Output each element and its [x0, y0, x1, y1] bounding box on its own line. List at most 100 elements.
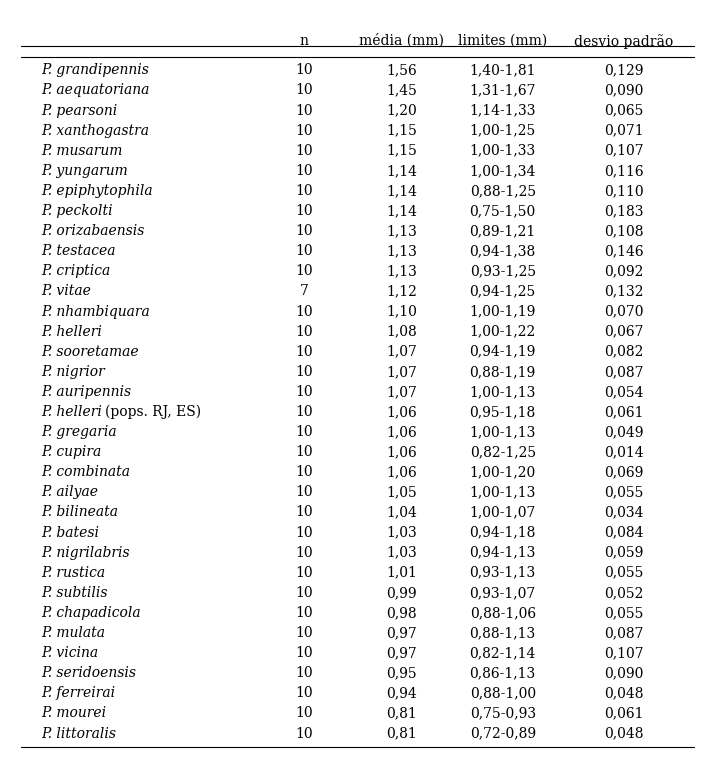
Text: P. helleri: P. helleri — [42, 405, 102, 419]
Text: 0,75-1,50: 0,75-1,50 — [470, 204, 536, 218]
Text: 10: 10 — [295, 345, 313, 359]
Text: 0,092: 0,092 — [604, 264, 644, 278]
Text: 0,88-1,19: 0,88-1,19 — [470, 364, 536, 379]
Text: 0,070: 0,070 — [604, 305, 644, 319]
Text: 10: 10 — [295, 184, 313, 198]
Text: 1,00-1,13: 1,00-1,13 — [470, 385, 536, 399]
Text: 0,129: 0,129 — [604, 63, 644, 77]
Text: 1,14: 1,14 — [386, 204, 417, 218]
Text: 10: 10 — [295, 465, 313, 479]
Text: 1,07: 1,07 — [387, 345, 417, 359]
Text: 0,082: 0,082 — [604, 345, 644, 359]
Text: P. aequatoriana: P. aequatoriana — [42, 83, 150, 98]
Text: 1,00-1,19: 1,00-1,19 — [470, 305, 536, 319]
Text: 1,08: 1,08 — [387, 325, 417, 338]
Text: 0,93-1,25: 0,93-1,25 — [470, 264, 536, 278]
Text: 0,061: 0,061 — [604, 405, 644, 419]
Text: 0,93-1,07: 0,93-1,07 — [470, 586, 536, 600]
Text: 1,00-1,13: 1,00-1,13 — [470, 485, 536, 500]
Text: 1,12: 1,12 — [387, 284, 417, 299]
Text: 0,049: 0,049 — [604, 425, 644, 439]
Text: P. peckolti: P. peckolti — [42, 204, 113, 218]
Text: 0,146: 0,146 — [604, 244, 644, 258]
Text: 0,82-1,14: 0,82-1,14 — [470, 646, 536, 660]
Text: 0,087: 0,087 — [604, 626, 644, 640]
Text: 10: 10 — [295, 385, 313, 399]
Text: 10: 10 — [295, 325, 313, 338]
Text: 0,055: 0,055 — [604, 485, 644, 500]
Text: 10: 10 — [295, 364, 313, 379]
Text: 0,82-1,25: 0,82-1,25 — [470, 445, 536, 459]
Text: P. nhambiquara: P. nhambiquara — [42, 305, 150, 319]
Text: P. auripennis: P. auripennis — [42, 385, 132, 399]
Text: (pops. RJ, ES): (pops. RJ, ES) — [105, 405, 200, 419]
Text: 1,00-1,20: 1,00-1,20 — [470, 465, 536, 479]
Text: P. littoralis: P. littoralis — [42, 727, 117, 740]
Text: 10: 10 — [295, 204, 313, 218]
Text: 1,13: 1,13 — [387, 224, 417, 238]
Text: 0,95: 0,95 — [387, 666, 417, 680]
Text: P. gregaria: P. gregaria — [42, 425, 117, 439]
Text: 0,052: 0,052 — [604, 586, 644, 600]
Text: 1,03: 1,03 — [387, 545, 417, 560]
Text: 10: 10 — [295, 163, 313, 178]
Text: P. ailyae: P. ailyae — [42, 485, 99, 500]
Text: 1,06: 1,06 — [387, 425, 417, 439]
Text: 0,110: 0,110 — [604, 184, 644, 198]
Text: P. nigrilabris: P. nigrilabris — [42, 545, 130, 560]
Text: P. ferreirai: P. ferreirai — [42, 686, 116, 701]
Text: 0,055: 0,055 — [604, 566, 644, 580]
Text: 0,014: 0,014 — [604, 445, 644, 459]
Text: 10: 10 — [295, 727, 313, 740]
Text: 0,88-1,13: 0,88-1,13 — [470, 626, 536, 640]
Text: 10: 10 — [295, 646, 313, 660]
Text: P. batesi: P. batesi — [42, 526, 100, 539]
Text: n: n — [300, 34, 309, 48]
Text: 0,72-0,89: 0,72-0,89 — [470, 727, 536, 740]
Text: 0,81: 0,81 — [387, 707, 417, 720]
Text: 10: 10 — [295, 244, 313, 258]
Text: 1,07: 1,07 — [387, 385, 417, 399]
Text: P. vicina: P. vicina — [42, 646, 99, 660]
Text: 10: 10 — [295, 104, 313, 118]
Text: 0,055: 0,055 — [604, 606, 644, 620]
Text: P. yungarum: P. yungarum — [42, 163, 128, 178]
Text: 10: 10 — [295, 686, 313, 701]
Text: 1,06: 1,06 — [387, 445, 417, 459]
Text: P. criptica: P. criptica — [42, 264, 111, 278]
Text: 10: 10 — [295, 63, 313, 77]
Text: 0,95-1,18: 0,95-1,18 — [470, 405, 536, 419]
Text: 1,00-1,25: 1,00-1,25 — [470, 124, 536, 138]
Text: P. cupira: P. cupira — [42, 445, 102, 459]
Text: 0,048: 0,048 — [604, 727, 644, 740]
Text: 1,56: 1,56 — [387, 63, 417, 77]
Text: 10: 10 — [295, 606, 313, 620]
Text: P. nigrior: P. nigrior — [42, 364, 105, 379]
Text: 10: 10 — [295, 586, 313, 600]
Text: desvio padrão: desvio padrão — [574, 34, 674, 49]
Text: P. orizabaensis: P. orizabaensis — [42, 224, 145, 238]
Text: 10: 10 — [295, 144, 313, 157]
Text: 0,108: 0,108 — [604, 224, 644, 238]
Text: 0,183: 0,183 — [604, 204, 644, 218]
Text: P. mourei: P. mourei — [42, 707, 107, 720]
Text: P. subtilis: P. subtilis — [42, 586, 108, 600]
Text: 0,116: 0,116 — [604, 163, 644, 178]
Text: 10: 10 — [295, 425, 313, 439]
Text: 1,06: 1,06 — [387, 465, 417, 479]
Text: P. helleri: P. helleri — [42, 325, 102, 338]
Text: P. musarum: P. musarum — [42, 144, 123, 157]
Text: 0,75-0,93: 0,75-0,93 — [470, 707, 536, 720]
Text: 1,40-1,81: 1,40-1,81 — [470, 63, 536, 77]
Text: 0,054: 0,054 — [604, 385, 644, 399]
Text: P. xanthogastra: P. xanthogastra — [42, 124, 150, 138]
Text: 10: 10 — [295, 545, 313, 560]
Text: 1,06: 1,06 — [387, 405, 417, 419]
Text: 10: 10 — [295, 566, 313, 580]
Text: P. sooretamae: P. sooretamae — [42, 345, 140, 359]
Text: 0,090: 0,090 — [604, 83, 644, 98]
Text: 1,07: 1,07 — [387, 364, 417, 379]
Text: 1,00-1,13: 1,00-1,13 — [470, 425, 536, 439]
Text: P. seridoensis: P. seridoensis — [42, 666, 137, 680]
Text: P. rustica: P. rustica — [42, 566, 106, 580]
